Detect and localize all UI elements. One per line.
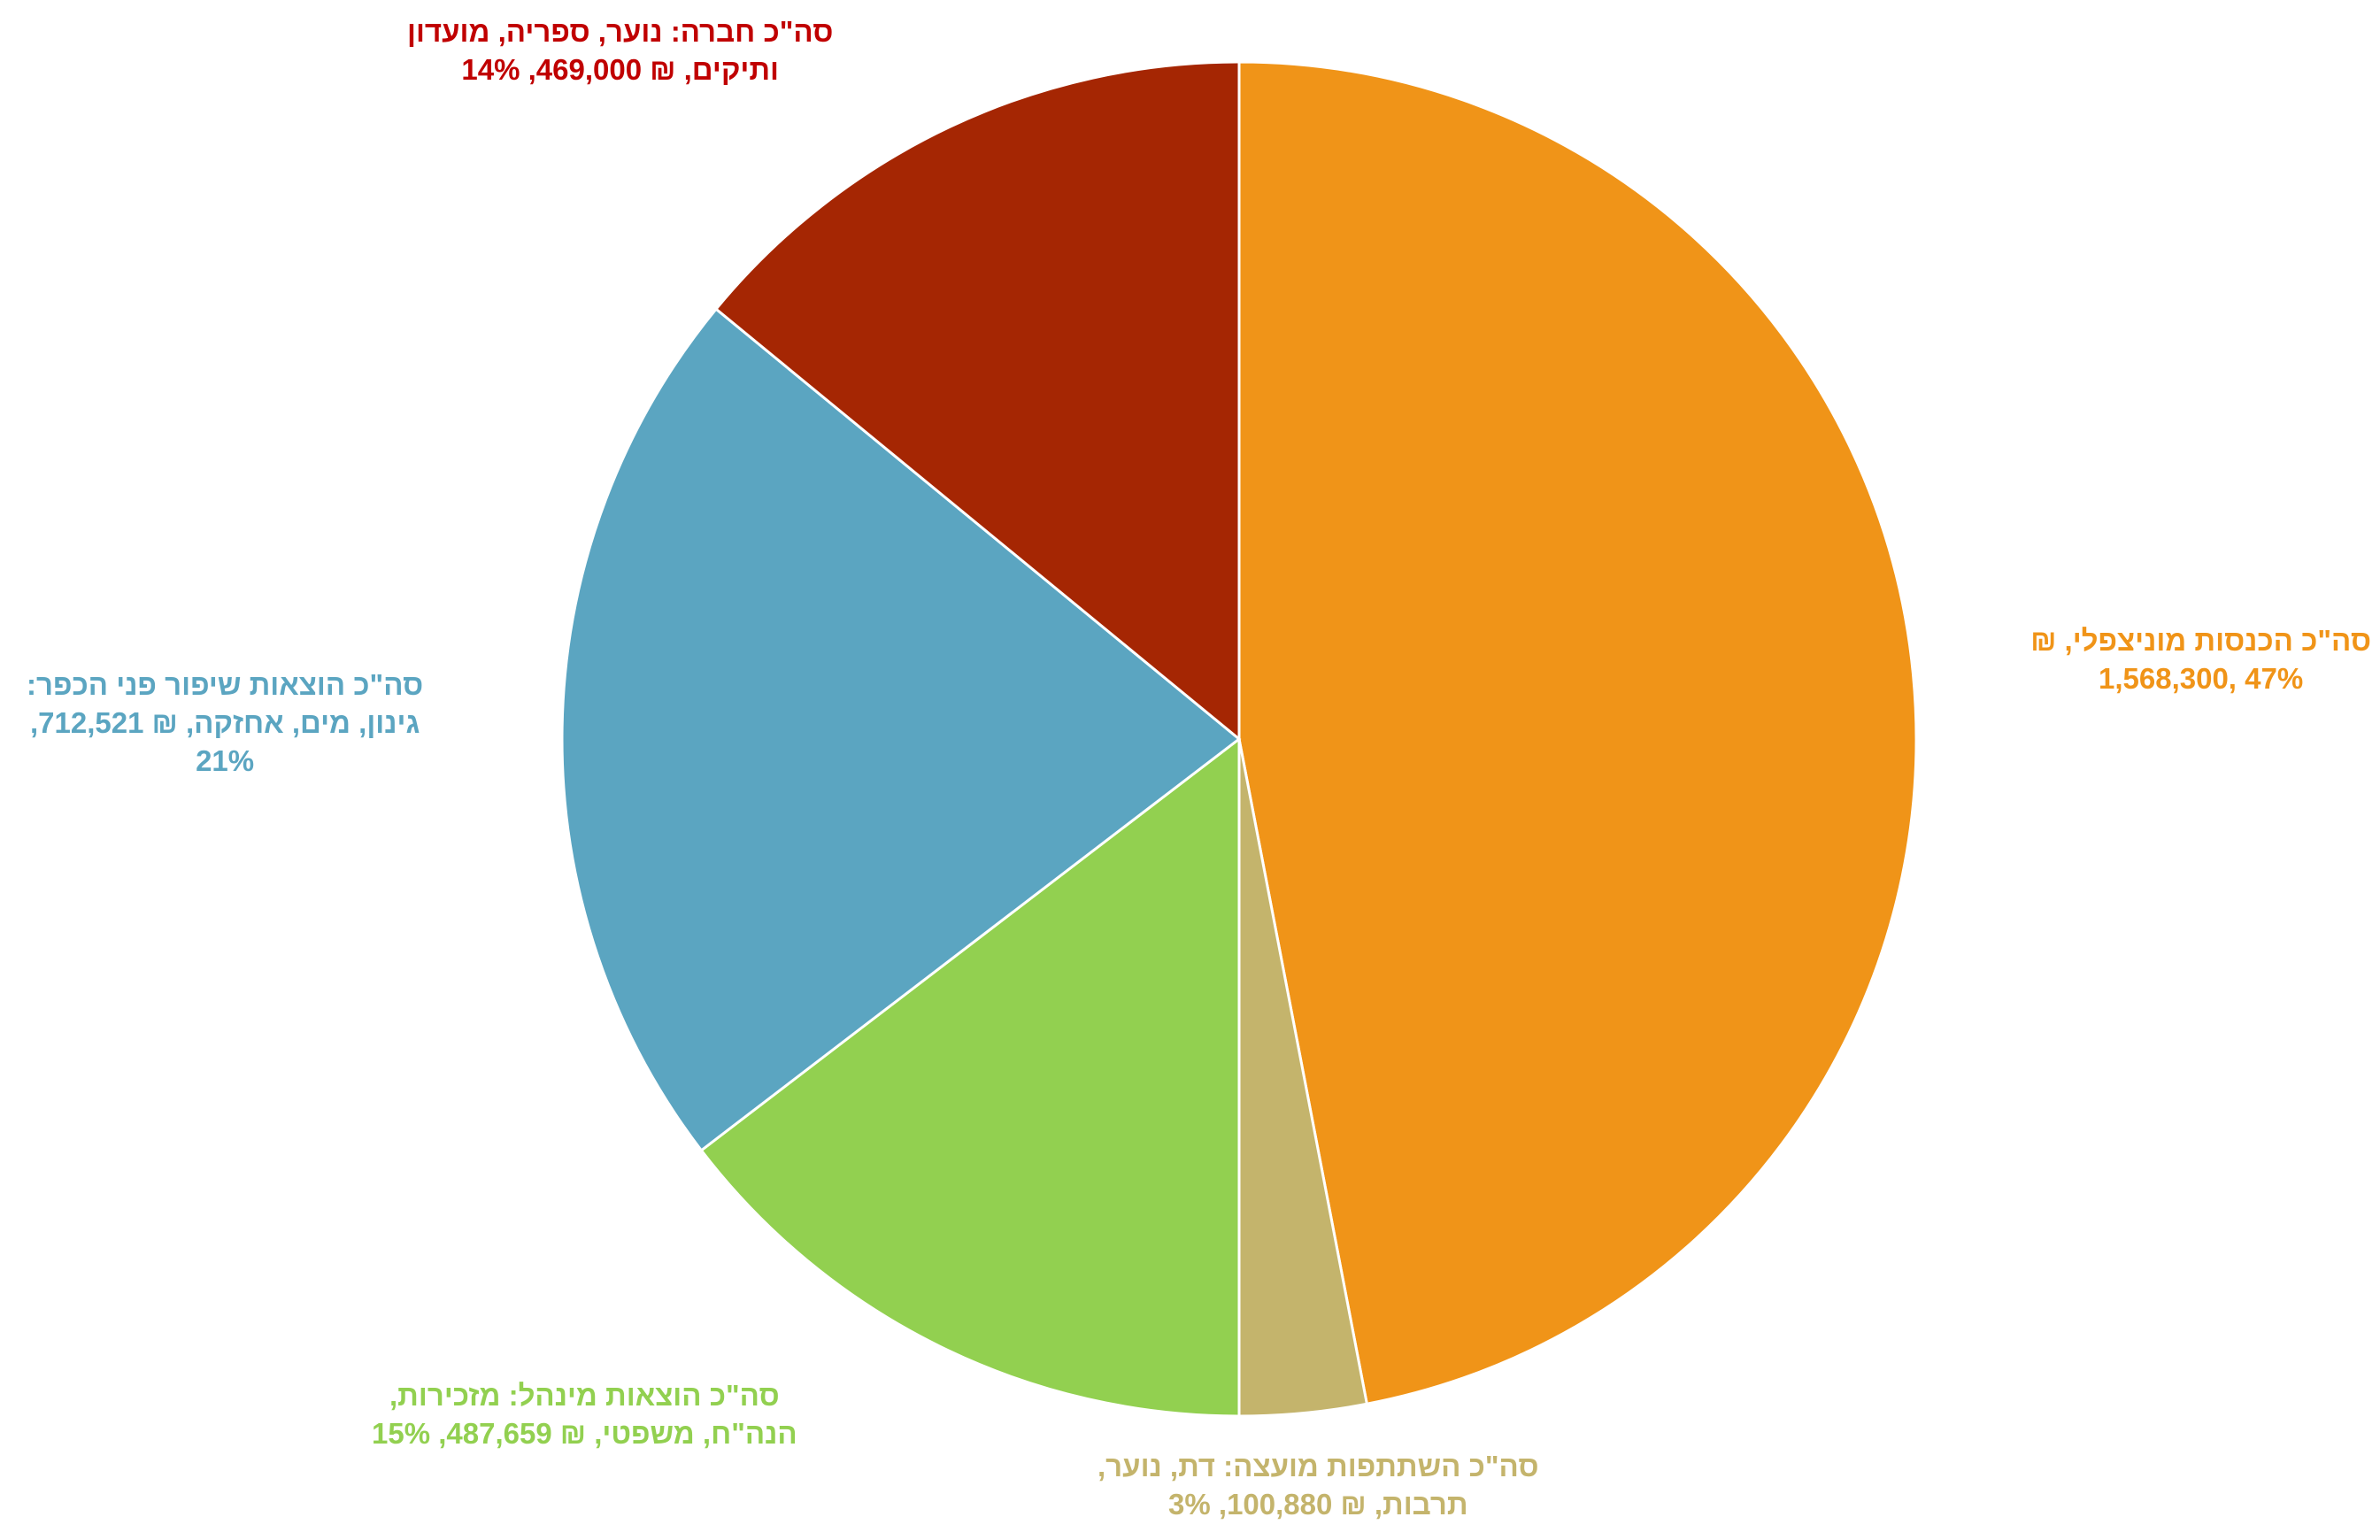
slice-municipal-income xyxy=(1237,60,1918,1406)
slice-administration-expenses xyxy=(699,735,1241,1418)
slice-village-improvement xyxy=(560,307,1242,1152)
label-municipal-income: סה"כ הכנסות מוניצפלי, ₪ 1,568,300, 47% xyxy=(2030,624,2371,695)
label-administration-expenses: סה"כ הוצאות מינהל: מזכירות, הנה"ח, משפטי… xyxy=(372,1379,797,1450)
slice-society xyxy=(713,60,1241,743)
label-village-improvement: סה"כ הוצאות שיפור פני הכפר: גינון, מים, … xyxy=(27,668,424,777)
label-council-participation: סה"כ השתתפות מועצה: דת, נוער, תרבות, ₪ 1… xyxy=(1098,1450,1539,1521)
label-society: סה"כ חברה: נוער, ספריה, מועדון ותיקים, ₪… xyxy=(407,15,834,86)
